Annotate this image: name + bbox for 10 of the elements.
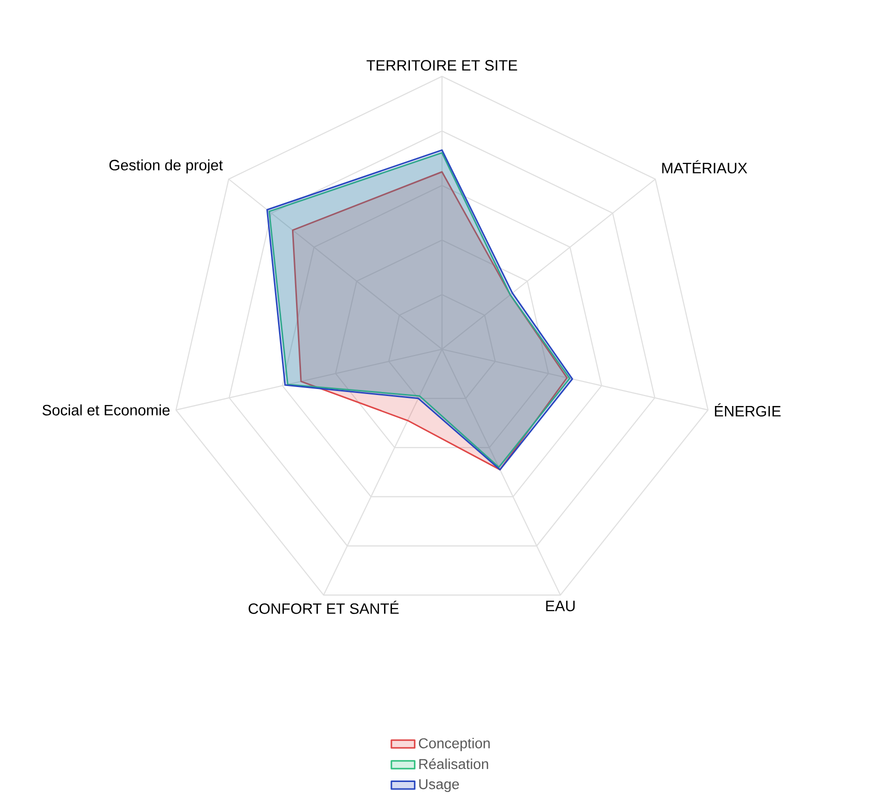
legend-label: Réalisation	[419, 758, 488, 770]
spoke-label: Gestion de projet	[109, 159, 223, 174]
spoke-label: MATÉRIAUX	[662, 160, 748, 174]
spoke-label: TERRITOIRE ET SITE	[366, 60, 518, 71]
spoke-label: EAU	[546, 600, 575, 612]
spoke-label: Social et Economie	[42, 404, 170, 416]
legend-label: Conception	[418, 738, 490, 752]
legend-label: Usage	[419, 779, 459, 792]
spoke-label: CONFORT ET SANTÉ	[248, 600, 399, 614]
spoke-label: ÉNERGIE	[714, 403, 781, 417]
